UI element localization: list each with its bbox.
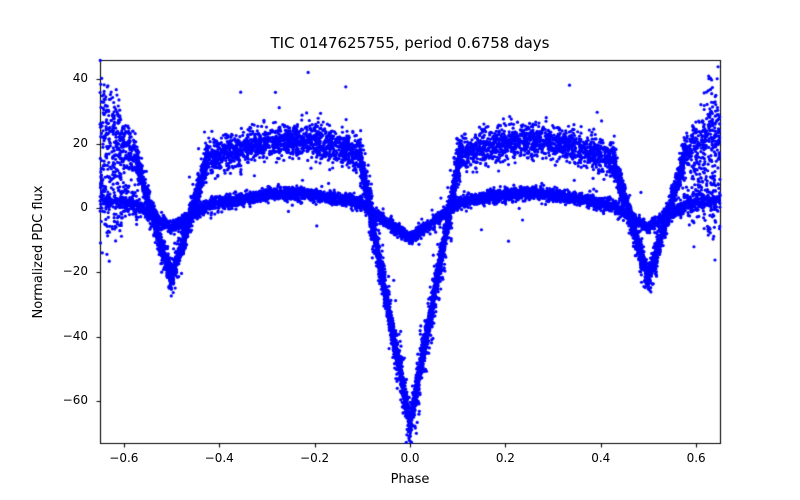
x-tick-label: 0.4: [591, 451, 611, 465]
y-tick-label: −40: [62, 328, 88, 343]
x-tick-label: 0.0: [400, 451, 420, 465]
x-tick-label: −0.2: [300, 451, 330, 465]
x-tick-label: −0.4: [204, 451, 234, 465]
x-tick-label: −0.6: [109, 451, 139, 465]
y-tick-label: 40: [72, 71, 88, 86]
y-tick-label: −20: [62, 264, 88, 279]
y-tick-label: 20: [72, 135, 88, 150]
x-tick-label: 0.6: [686, 451, 706, 465]
y-tick-label: −60: [62, 393, 88, 408]
x-tick-label: 0.2: [495, 451, 515, 465]
y-tick-label: 0: [80, 200, 88, 215]
